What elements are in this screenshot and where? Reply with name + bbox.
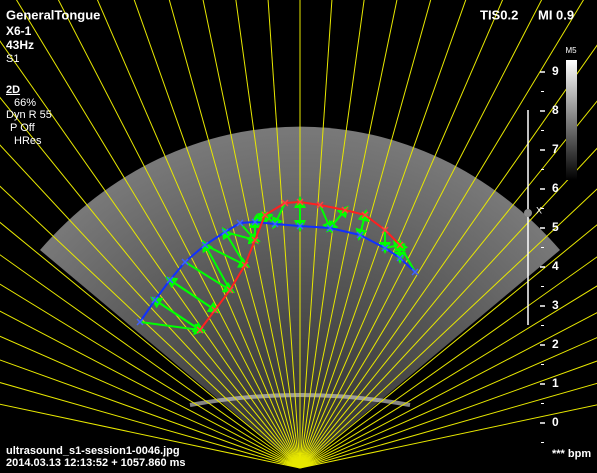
heart-rate: *** bpm [552,448,591,460]
depth-label: 6 [552,181,559,195]
depth-label: 8 [552,103,559,117]
timestamp: 2014.03.13 12:13:52 + 1057.860 ms [6,457,186,469]
mi: MI 0.9 [538,7,574,22]
filename: ultrasound_s1-session1-0046.jpg [6,445,180,457]
depth-label: 5 [552,220,559,234]
dynamic-range: Dyn R 55 [6,109,52,121]
preset: GeneralTongue [6,7,100,22]
colorbar [566,60,577,180]
probe: X6-1 [6,24,32,38]
focus-knob [524,209,532,217]
depth-label: 9 [552,64,559,78]
persistence: P Off [10,122,36,134]
depth-label: 0 [552,415,559,429]
colorbar-label: M5 [565,46,577,55]
setting: S1 [6,53,19,65]
depth-label: 7 [552,142,559,156]
frame-rate: 43Hz [6,38,34,52]
depth-label: 2 [552,337,559,351]
depth-label: 4 [552,259,559,273]
depth-label: 1 [552,376,559,390]
ultrasound-view: GeneralTongue X6-1 43Hz S1 2D 66% Dyn R … [0,0,597,473]
focus-marker: X [536,205,542,215]
mode: 2D [6,84,20,96]
tis: TIS0.2 [480,7,518,22]
resolution: HRes [14,135,42,147]
depth-label: 3 [552,298,559,312]
gain: 66% [14,97,36,109]
